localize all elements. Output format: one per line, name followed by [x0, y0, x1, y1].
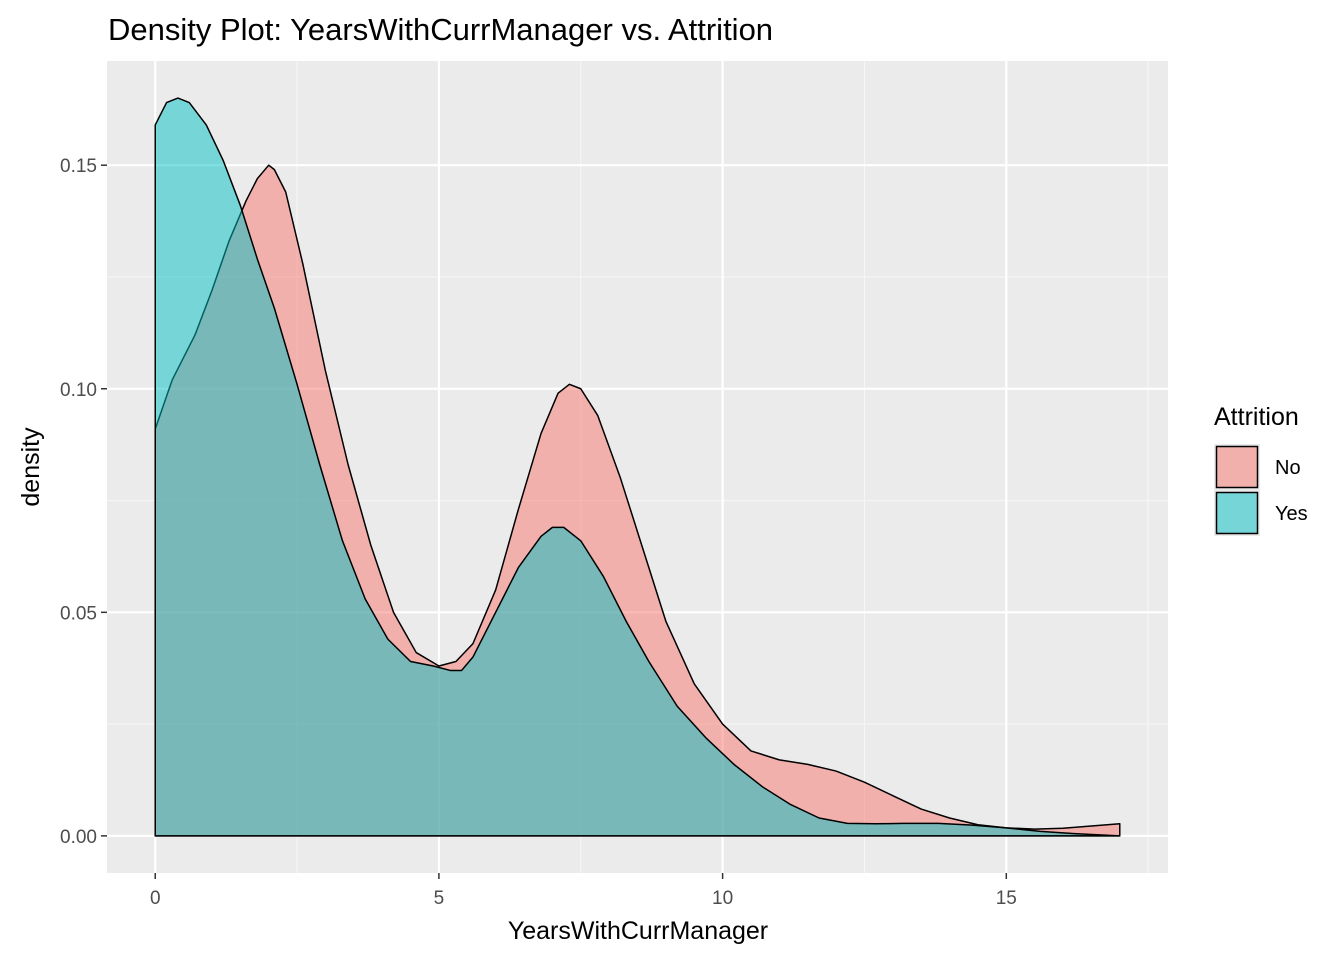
y-axis: 0.00 0.05 0.10 0.15: [60, 156, 107, 848]
x-tick-label: 0: [150, 888, 161, 909]
y-tick-label: 0.15: [60, 156, 97, 177]
density-areas: [154, 97, 1121, 837]
x-tick-label: 15: [996, 888, 1017, 909]
legend: Attrition No Yes: [1214, 403, 1308, 536]
legend-title: Attrition: [1214, 403, 1299, 431]
legend-label-no: No: [1275, 457, 1301, 479]
y-tick-label: 0.10: [60, 380, 97, 401]
x-axis: 0 5 10 15: [150, 873, 1017, 909]
x-tick-label: 10: [712, 888, 733, 909]
legend-swatch-no: [1215, 445, 1259, 489]
chart-title: Density Plot: YearsWithCurrManager vs. A…: [108, 12, 773, 47]
y-tick-label: 0.00: [60, 827, 97, 848]
y-axis-title: density: [17, 427, 45, 507]
x-tick-label: 5: [434, 888, 445, 909]
legend-label-yes: Yes: [1275, 503, 1308, 525]
x-axis-title: YearsWithCurrManager: [508, 917, 768, 945]
y-tick-label: 0.05: [60, 603, 97, 624]
density-area-yes: [154, 97, 1121, 837]
legend-swatch-yes: [1215, 491, 1259, 535]
